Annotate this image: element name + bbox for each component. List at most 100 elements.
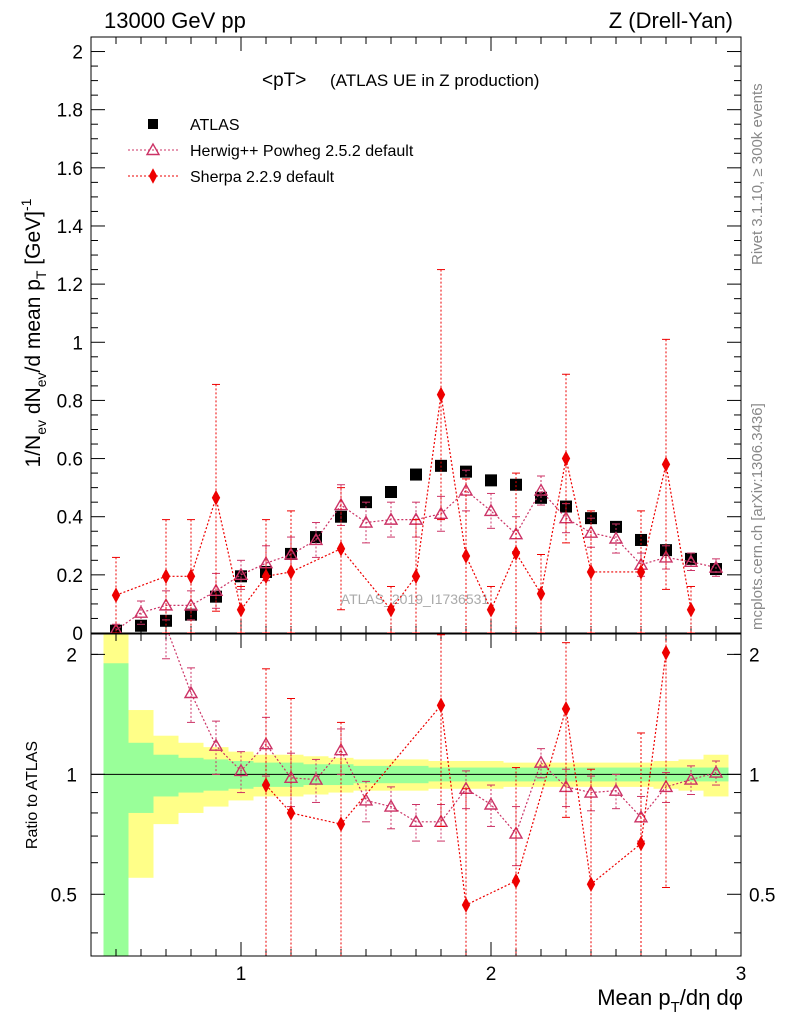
ratio-axis-ticks: 1 2 3 0.5 0.5 1 1 2 2: [51, 634, 775, 985]
x-axis-label: Mean pT/dη dφ: [597, 985, 743, 1016]
data-point-open-triangle: [483, 503, 499, 517]
analysis-watermark: ATLAS_2019_I1736531: [341, 591, 490, 607]
data-point-diamond: [661, 456, 671, 473]
data-point-open-triangle: [158, 597, 174, 611]
data-point-diamond: [211, 490, 221, 506]
ratio-point-open-triangle: [708, 765, 724, 778]
data-point-diamond: [111, 587, 121, 604]
data-point-diamond: [336, 540, 346, 557]
data-point-square: [185, 608, 197, 621]
data-point-open-triangle: [583, 525, 599, 538]
ratio-y-axis-label: Ratio to ATLAS: [24, 741, 41, 849]
header-left: 13000 GeV pp: [104, 8, 246, 33]
legend-marker: [145, 142, 161, 156]
data-point-square: [135, 619, 147, 632]
ratio-point-open-triangle: [608, 783, 624, 796]
ratio-point-diamond: [261, 777, 271, 793]
data-point-diamond: [686, 601, 696, 618]
band-inner: [178, 757, 204, 793]
data-point-diamond: [636, 564, 646, 580]
y-tick-label: 0.4: [57, 508, 84, 529]
data-point-diamond: [436, 386, 446, 403]
ratio-point-open-triangle: [408, 814, 424, 828]
data-point-open-triangle: [358, 515, 374, 528]
main-y-axis-label: 1/Nev dNev/d mean pT [GeV]-1: [18, 198, 49, 467]
x-tick-label: 3: [736, 964, 747, 985]
data-point-open-triangle: [683, 554, 699, 567]
ratio-y-tick-label-right: 2: [749, 645, 760, 666]
ratio-point-open-triangle: [308, 772, 324, 785]
data-point-open-triangle: [383, 512, 399, 525]
legend-marker: [148, 168, 158, 184]
chart-title: <pT>: [262, 70, 306, 91]
ratio-y-tick-label: 1: [66, 765, 77, 786]
y-tick-label: 0.2: [57, 566, 83, 587]
ratio-point-open-triangle: [383, 799, 399, 812]
header-right: Z (Drell-Yan): [609, 8, 733, 33]
ratio-y-tick-label-right: 0.5: [749, 885, 775, 906]
data-point-open-triangle: [658, 549, 674, 563]
data-point-diamond: [486, 601, 496, 618]
ratio-line-diamond: [265, 652, 667, 906]
legend-label: Herwig++ Powheg 2.5.2 default: [190, 143, 414, 160]
data-point-diamond: [386, 601, 396, 618]
ratio-point-open-triangle: [508, 826, 524, 839]
ratio-y-tick-label: 0.5: [51, 885, 77, 906]
ratio-point-open-triangle: [683, 772, 699, 785]
data-point-diamond: [411, 568, 421, 585]
data-point-diamond: [186, 568, 196, 585]
ratio-point-open-triangle: [233, 763, 249, 777]
data-point-diamond: [161, 568, 171, 585]
data-point-square: [410, 468, 422, 481]
ratio-point-open-triangle: [183, 685, 199, 699]
ratio-point-diamond: [561, 701, 571, 717]
y-tick-label: 2: [72, 43, 83, 64]
data-point-open-triangle: [533, 483, 549, 496]
ratio-line-open-triangle: [168, 634, 717, 835]
ratio-point-diamond: [661, 644, 671, 661]
ratio-y-tick-label: 2: [66, 645, 77, 666]
mcplots-label: mcplots.cern.ch [arXiv:1306.3436]: [749, 403, 766, 630]
ratio-point-diamond: [511, 873, 521, 889]
ratio-y-tick-label-right: 1: [749, 765, 760, 786]
data-point-open-triangle: [208, 583, 224, 597]
data-point-open-triangle: [308, 532, 324, 546]
data-point-square: [485, 474, 497, 487]
data-point-open-triangle: [110, 622, 122, 633]
ratio-point-diamond: [436, 697, 446, 714]
ratio-point-open-triangle: [583, 785, 599, 798]
ratio-point-open-triangle: [658, 779, 674, 793]
data-point-open-triangle: [608, 531, 624, 544]
y-tick-label: 1.4: [57, 217, 84, 238]
ratio-point-diamond: [636, 835, 646, 852]
data-point-open-triangle: [183, 597, 199, 611]
x-tick-label: 1: [236, 964, 247, 985]
band-inner: [128, 742, 154, 813]
data-point-diamond: [586, 564, 596, 580]
series-line-diamond: [115, 394, 692, 612]
legend: ATLAS Herwig++ Powheg 2.5.2 default Sherpa…: [128, 117, 414, 186]
data-point-diamond: [236, 601, 246, 618]
data-point-open-triangle: [233, 567, 249, 581]
data-point-square: [510, 478, 522, 491]
y-tick-label: 1.6: [57, 159, 83, 180]
ratio-point-diamond: [586, 876, 596, 892]
ratio-data-layer: [162, 634, 724, 956]
legend-label: Sherpa 2.2.9 default: [190, 169, 335, 186]
x-tick-label: 2: [486, 964, 497, 985]
ratio-point-diamond: [336, 816, 346, 832]
rivet-label: Rivet 3.1.10, ≥ 300k events: [749, 83, 766, 265]
ratio-point-open-triangle: [358, 793, 374, 806]
data-point-diamond: [536, 585, 546, 602]
ratio-point-open-triangle: [258, 736, 274, 750]
legend-label: ATLAS: [190, 117, 240, 134]
ratio-point-open-triangle: [283, 770, 299, 784]
ratio-point-open-triangle: [483, 797, 499, 810]
y-tick-label: 1.8: [57, 101, 83, 122]
main-data-layer: [110, 269, 724, 633]
ratio-point-diamond: [286, 805, 296, 821]
legend-marker: [148, 119, 158, 129]
main-axis-ticks: 0 0.2 0.4 0.6 0.8 1 1.2 1.4 1.6 1.8 2: [57, 37, 742, 645]
ratio-point-diamond: [461, 897, 471, 913]
